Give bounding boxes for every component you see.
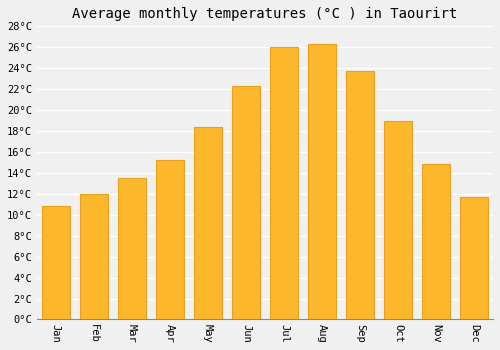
Bar	[194, 127, 222, 320]
Bar	[384, 120, 412, 320]
Bar	[156, 160, 184, 320]
Bar	[460, 197, 488, 320]
Title: Average monthly temperatures (°C ) in Taourirt: Average monthly temperatures (°C ) in Ta…	[72, 7, 458, 21]
Bar	[308, 44, 336, 320]
Bar	[118, 178, 146, 320]
Bar	[232, 86, 260, 320]
Bar	[346, 71, 374, 320]
Bar	[422, 164, 450, 320]
Bar	[80, 194, 108, 320]
Bar	[270, 47, 298, 320]
Bar	[42, 206, 70, 320]
